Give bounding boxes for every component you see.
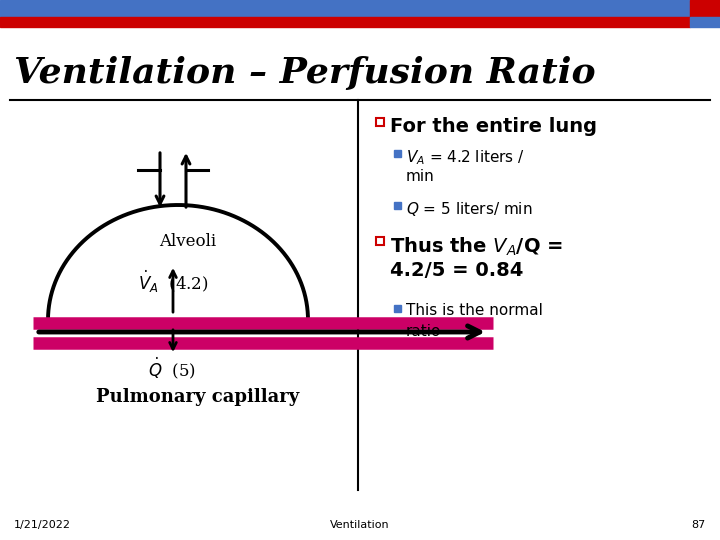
- Bar: [394, 150, 401, 157]
- Bar: [394, 305, 401, 312]
- FancyBboxPatch shape: [376, 237, 384, 245]
- Text: $Q$ = 5 liters/ min: $Q$ = 5 liters/ min: [406, 200, 533, 218]
- Text: 1/21/2022: 1/21/2022: [14, 520, 71, 530]
- Text: For the entire lung: For the entire lung: [390, 117, 597, 136]
- Bar: [0, 0, 690, 17]
- Bar: [0, 17, 690, 27]
- Text: $\dot{Q}$  (5): $\dot{Q}$ (5): [148, 355, 196, 381]
- Text: Alveoli: Alveoli: [159, 233, 217, 250]
- Text: Ventilation: Ventilation: [330, 520, 390, 530]
- FancyBboxPatch shape: [376, 118, 384, 126]
- Text: $V_A$ = 4.2 liters /
min: $V_A$ = 4.2 liters / min: [406, 148, 525, 184]
- Text: Ventilation – Perfusion Ratio: Ventilation – Perfusion Ratio: [14, 56, 595, 90]
- Text: This is the normal
ratio: This is the normal ratio: [406, 303, 543, 339]
- Text: Pulmonary capillary: Pulmonary capillary: [96, 388, 300, 406]
- Bar: [690, 0, 720, 17]
- Text: $\dot{V}_A$  (4.2): $\dot{V}_A$ (4.2): [138, 269, 208, 295]
- Bar: [394, 202, 401, 209]
- Text: Thus the $V_A$/Q =
4.2/5 = 0.84: Thus the $V_A$/Q = 4.2/5 = 0.84: [390, 236, 563, 280]
- Text: 87: 87: [692, 520, 706, 530]
- Bar: [690, 17, 720, 27]
